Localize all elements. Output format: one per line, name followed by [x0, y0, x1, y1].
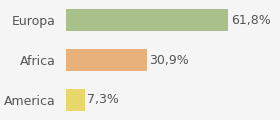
- Bar: [66, 89, 85, 111]
- Bar: [66, 49, 147, 71]
- Bar: [66, 9, 228, 31]
- Text: 7,3%: 7,3%: [87, 93, 119, 106]
- Text: 30,9%: 30,9%: [150, 54, 189, 66]
- Text: 61,8%: 61,8%: [231, 14, 270, 27]
